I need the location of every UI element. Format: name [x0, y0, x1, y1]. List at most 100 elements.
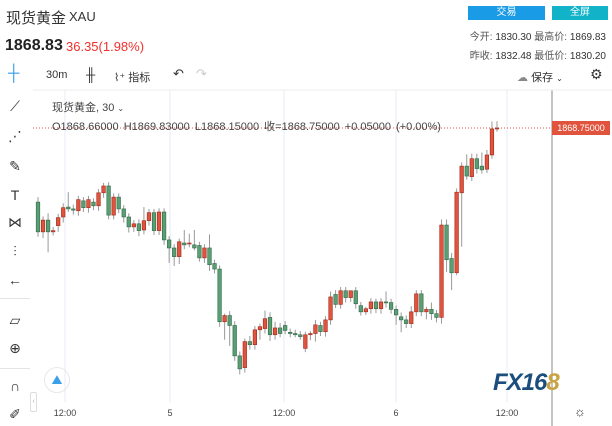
candle-body — [278, 327, 283, 334]
candle-body — [257, 326, 263, 331]
candle-type-icon[interactable]: ╫ — [86, 67, 96, 82]
current-price: 1868.83 — [5, 37, 63, 54]
candle-body — [81, 200, 86, 208]
legend-ohlc: O1868.66000 H1869.83000 L1868.15000 收=18… — [52, 118, 441, 134]
pattern-icon[interactable]: ⋈ — [8, 214, 22, 230]
instrument-title: 现货黄金 — [6, 10, 67, 27]
price-change: 36.35(1.98%) — [66, 39, 145, 54]
legend-title[interactable]: 现货黄金, 30 ⌄ — [52, 99, 124, 115]
undo-icon[interactable]: ↶ — [173, 66, 184, 81]
redo-icon[interactable]: ↷ — [196, 66, 207, 81]
save-button[interactable]: ☁ 保存 ⌄ — [517, 69, 563, 85]
candle-body — [449, 258, 454, 274]
legend-name: 现货黄金, 30 — [52, 102, 115, 114]
candle-body — [237, 355, 242, 370]
high-label: 最高价: — [534, 32, 568, 43]
candle-body — [66, 206, 71, 210]
candle-body — [267, 317, 273, 336]
fullscreen-button[interactable]: 全屏 — [552, 6, 608, 20]
prev-close-label: 昨收: — [469, 51, 493, 62]
trade-button[interactable]: 交易 — [468, 6, 545, 20]
candle-body — [51, 230, 56, 233]
candle-body — [91, 201, 96, 207]
candle-body — [197, 245, 202, 259]
legend-delta: +0.05000 (+0.00%) — [344, 121, 441, 133]
legend-close: 收=1868.75000 — [264, 121, 340, 133]
candle-body — [247, 341, 252, 345]
candle-body — [146, 212, 152, 221]
candle-body — [167, 239, 172, 249]
candle-body — [61, 207, 66, 218]
zoom-in-icon[interactable]: ⊕ — [9, 340, 21, 356]
candle-body — [111, 196, 116, 216]
candle-body — [444, 224, 449, 261]
candle-body — [429, 309, 434, 314]
candle-body — [308, 333, 313, 336]
ruler-icon[interactable]: ▱ — [9, 312, 21, 328]
candle-body — [40, 219, 46, 233]
candle-body — [303, 334, 308, 349]
back-arrow-icon[interactable]: ← — [8, 272, 22, 288]
candle-body — [358, 305, 363, 313]
chart-cloud-button[interactable]: ⛰ — [44, 367, 70, 393]
candle-body — [363, 308, 368, 313]
candle-body — [212, 263, 217, 270]
open-value: 1830.30 — [495, 32, 532, 43]
candle-body — [313, 324, 318, 334]
candle-body — [328, 296, 333, 321]
toolbar-divider — [0, 368, 30, 369]
axis-settings-icon[interactable]: ☼ — [574, 404, 586, 419]
trend-line-icon[interactable]: ⟋ — [10, 98, 20, 114]
candle-body — [378, 301, 384, 310]
candle-body — [348, 290, 353, 298]
text-icon[interactable]: T — [10, 187, 20, 203]
candle-body — [136, 223, 141, 231]
indicator-icon: ⌇⁺ — [114, 72, 126, 84]
fx168-logo: FX168 — [493, 369, 560, 396]
indicators-button[interactable]: ⌇⁺ 指标 — [114, 69, 150, 85]
candle-body — [222, 315, 227, 323]
interval-selector[interactable]: 30m — [46, 69, 68, 81]
measure-icon[interactable]: ⫶ — [13, 243, 17, 259]
candle-body — [131, 223, 136, 228]
candle-body — [414, 293, 419, 313]
candle-body — [439, 224, 444, 318]
collapse-toolbar-handle[interactable]: ‹ — [30, 392, 37, 412]
stats-row-open-high: 今开: 1830.30 最高价: 1869.83 — [470, 28, 606, 43]
candle-body — [368, 301, 374, 310]
toolbar-divider — [0, 298, 30, 299]
candle-body — [252, 329, 257, 345]
candle-body — [383, 301, 389, 304]
instrument-symbol: XAU — [69, 9, 96, 24]
pitchfork-icon[interactable]: ⋰ — [8, 128, 22, 144]
lock-drawing-icon[interactable]: ✐ — [9, 406, 21, 422]
x-tick-label: 6 — [393, 408, 399, 418]
candle-body — [283, 325, 288, 331]
settings-gear-icon[interactable]: ⚙ — [590, 66, 603, 82]
candle-body — [338, 290, 343, 305]
x-tick-label: 12:00 — [495, 408, 519, 418]
candle-body — [464, 165, 469, 177]
candle-body — [333, 294, 338, 305]
candle-body — [479, 165, 484, 171]
candle-body — [56, 217, 61, 226]
save-label: 保存 — [531, 72, 554, 84]
candle-body — [469, 158, 474, 177]
magnet-icon[interactable]: ∩ — [9, 378, 21, 394]
candle-body — [172, 247, 177, 257]
candle-body — [262, 318, 268, 329]
candle-body — [459, 165, 464, 194]
candle-body — [242, 341, 247, 368]
last-price-tag: 1868.75000 — [552, 121, 610, 135]
candle-body — [35, 201, 41, 233]
candle-body — [454, 191, 459, 274]
candle-body — [434, 313, 439, 318]
indicators-label: 指标 — [128, 72, 151, 84]
chevron-down-icon: ⌄ — [117, 104, 125, 113]
candle-body — [424, 309, 429, 313]
brush-icon[interactable]: ✎ — [9, 158, 21, 174]
candle-body — [288, 331, 293, 334]
crosshair-icon[interactable]: ┼ — [8, 65, 20, 82]
candle-body — [323, 319, 328, 332]
